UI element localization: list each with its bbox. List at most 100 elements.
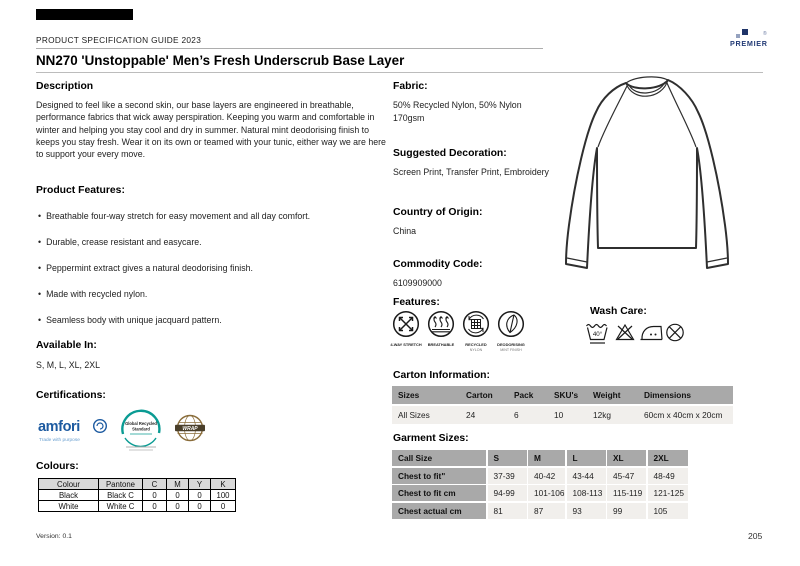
iron-icon: [640, 325, 663, 341]
table-cell: 115-119: [607, 485, 646, 501]
feature-icon-label-2: NYLON: [470, 348, 483, 352]
feature-item: • Made with recycled nylon.: [38, 289, 391, 300]
available-in-heading: Available In:: [36, 340, 97, 351]
feature-text: Peppermint extract gives a natural deodo…: [46, 263, 253, 273]
colour-swatch-cell: Black: [38, 489, 99, 501]
carton-heading: Carton Information:: [393, 370, 490, 381]
table-cell: 81: [487, 502, 527, 519]
feature-icon-label: BREATHABLE: [428, 342, 455, 347]
shirt-outline: [565, 79, 729, 269]
column-header: Y: [188, 478, 211, 490]
fabric-heading: Fabric:: [393, 81, 428, 92]
feature-icon-label: 4-WAY STRETCH: [390, 342, 422, 347]
feature-item: • Peppermint extract gives a natural deod…: [38, 263, 391, 274]
wash-care-heading: Wash Care:: [590, 306, 647, 317]
table-cell: 99: [607, 502, 646, 519]
table-cell: 0: [188, 489, 211, 501]
wash-care-icons: 40°: [586, 323, 684, 344]
features-icons-heading: Features:: [393, 297, 440, 308]
column-header: XL: [607, 450, 646, 466]
table-cell: 0: [210, 500, 236, 512]
certifications-heading: Certifications:: [36, 390, 106, 401]
table-cell: 100: [210, 489, 236, 501]
column-header: Sizes: [398, 390, 420, 400]
raglan-seam-left: [597, 85, 628, 148]
product-features-heading: Product Features:: [36, 185, 125, 196]
feature-icon-label: DEODORISING: [497, 342, 525, 347]
raglan-seam-right: [666, 82, 697, 148]
colours-header-row: Colour Pantone C M Y K: [38, 478, 236, 490]
garment-illustration: [565, 76, 729, 269]
bullet-glyph: •: [38, 211, 42, 221]
colour-swatch-cell: White: [38, 500, 99, 512]
table-cell: 43-44: [566, 467, 606, 484]
column-header: M: [166, 478, 189, 490]
grs-text-1: Global Recycled: [125, 421, 157, 426]
feature-text: Breathable four-way stretch for easy mov…: [46, 211, 311, 221]
registered-mark: ®: [763, 31, 767, 37]
table-cell: 12kg: [593, 409, 611, 420]
column-header: SKU's: [554, 390, 579, 400]
table-cell: 0: [166, 500, 189, 512]
wrap-text: WRAP: [182, 426, 198, 432]
column-header: K: [210, 478, 236, 490]
table-cell: 24: [466, 409, 476, 420]
header-divider: [36, 48, 543, 49]
deodorising-icon: DEODORISING MINT FINISH: [497, 310, 525, 352]
collar-top-line: [625, 76, 669, 84]
row-header: Chest to fit": [392, 467, 486, 484]
decoration-body: Screen Print, Transfer Print, Embroidery: [393, 167, 549, 177]
table-cell: 0: [142, 489, 167, 501]
amfori-swirl-icon: [96, 422, 104, 430]
cuff-line-right: [706, 257, 728, 263]
garment-sizes-heading: Garment Sizes:: [393, 433, 469, 444]
table-cell: 40-42: [528, 467, 565, 484]
column-header: C: [142, 478, 167, 490]
table-cell: 0: [188, 500, 211, 512]
column-header: Call Size: [392, 450, 486, 466]
bullet-glyph: •: [38, 289, 42, 299]
table-cell: 0: [142, 500, 167, 512]
amfori-logo: amfori Trade with purpose: [38, 418, 108, 443]
logo-square-light: [736, 34, 740, 38]
fabric-weight: 170gsm: [393, 113, 425, 123]
feature-text: Durable, crease resistant and easycare.: [46, 237, 202, 247]
table-cell: 48-49: [647, 467, 688, 484]
fabric-composition: 50% Recycled Nylon, 50% Nylon: [393, 100, 522, 110]
grs-text-2: Standard: [132, 427, 150, 432]
commodity-heading: Commodity Code:: [393, 259, 483, 270]
table-row: White White C 0 0 0 0: [38, 500, 236, 512]
column-header: Pantone: [98, 478, 143, 490]
print-registration-mark: [36, 9, 133, 20]
bullet-glyph: •: [38, 237, 42, 247]
description-body: Designed to feel like a second skin, our…: [36, 100, 386, 160]
table-cell: 45-47: [607, 467, 646, 484]
wash-tub-icon: [586, 323, 607, 329]
column-header: L: [566, 450, 606, 466]
column-header: S: [487, 450, 527, 466]
table-cell: 0: [166, 489, 189, 501]
feature-item: • Seamless body with unique jacquard patt…: [38, 315, 391, 326]
amfori-tagline: Trade with purpose: [39, 437, 80, 443]
colours-heading: Colours:: [36, 461, 79, 472]
collar-inner-line: [628, 81, 666, 94]
product-features-list: • Breathable four-way stretch for easy mo…: [38, 211, 391, 341]
table-cell: All Sizes: [398, 409, 430, 420]
feature-icons-row: 4-WAY STRETCH BREATHABLE RECYCL: [390, 310, 527, 357]
brand-wordmark: PREMIER: [730, 39, 768, 48]
column-header: Dimensions: [644, 390, 692, 400]
column-header: M: [528, 450, 565, 466]
table-cell: 108-113: [566, 485, 606, 501]
grs-logo: Global Recycled Standard: [121, 409, 161, 451]
origin-heading: Country of Origin:: [393, 207, 483, 218]
table-cell: 105: [647, 502, 688, 519]
guide-label: PRODUCT SPECIFICATION GUIDE 2023: [36, 35, 202, 45]
table-cell: 121-125: [647, 485, 688, 501]
do-not-dry-clean-icon: [666, 323, 684, 342]
page-number: 205: [748, 531, 763, 541]
table-cell: 101-106: [528, 485, 565, 501]
column-header: Pack: [514, 390, 534, 400]
bullet-glyph: •: [38, 315, 42, 325]
table-cell: 37-39: [487, 467, 527, 484]
